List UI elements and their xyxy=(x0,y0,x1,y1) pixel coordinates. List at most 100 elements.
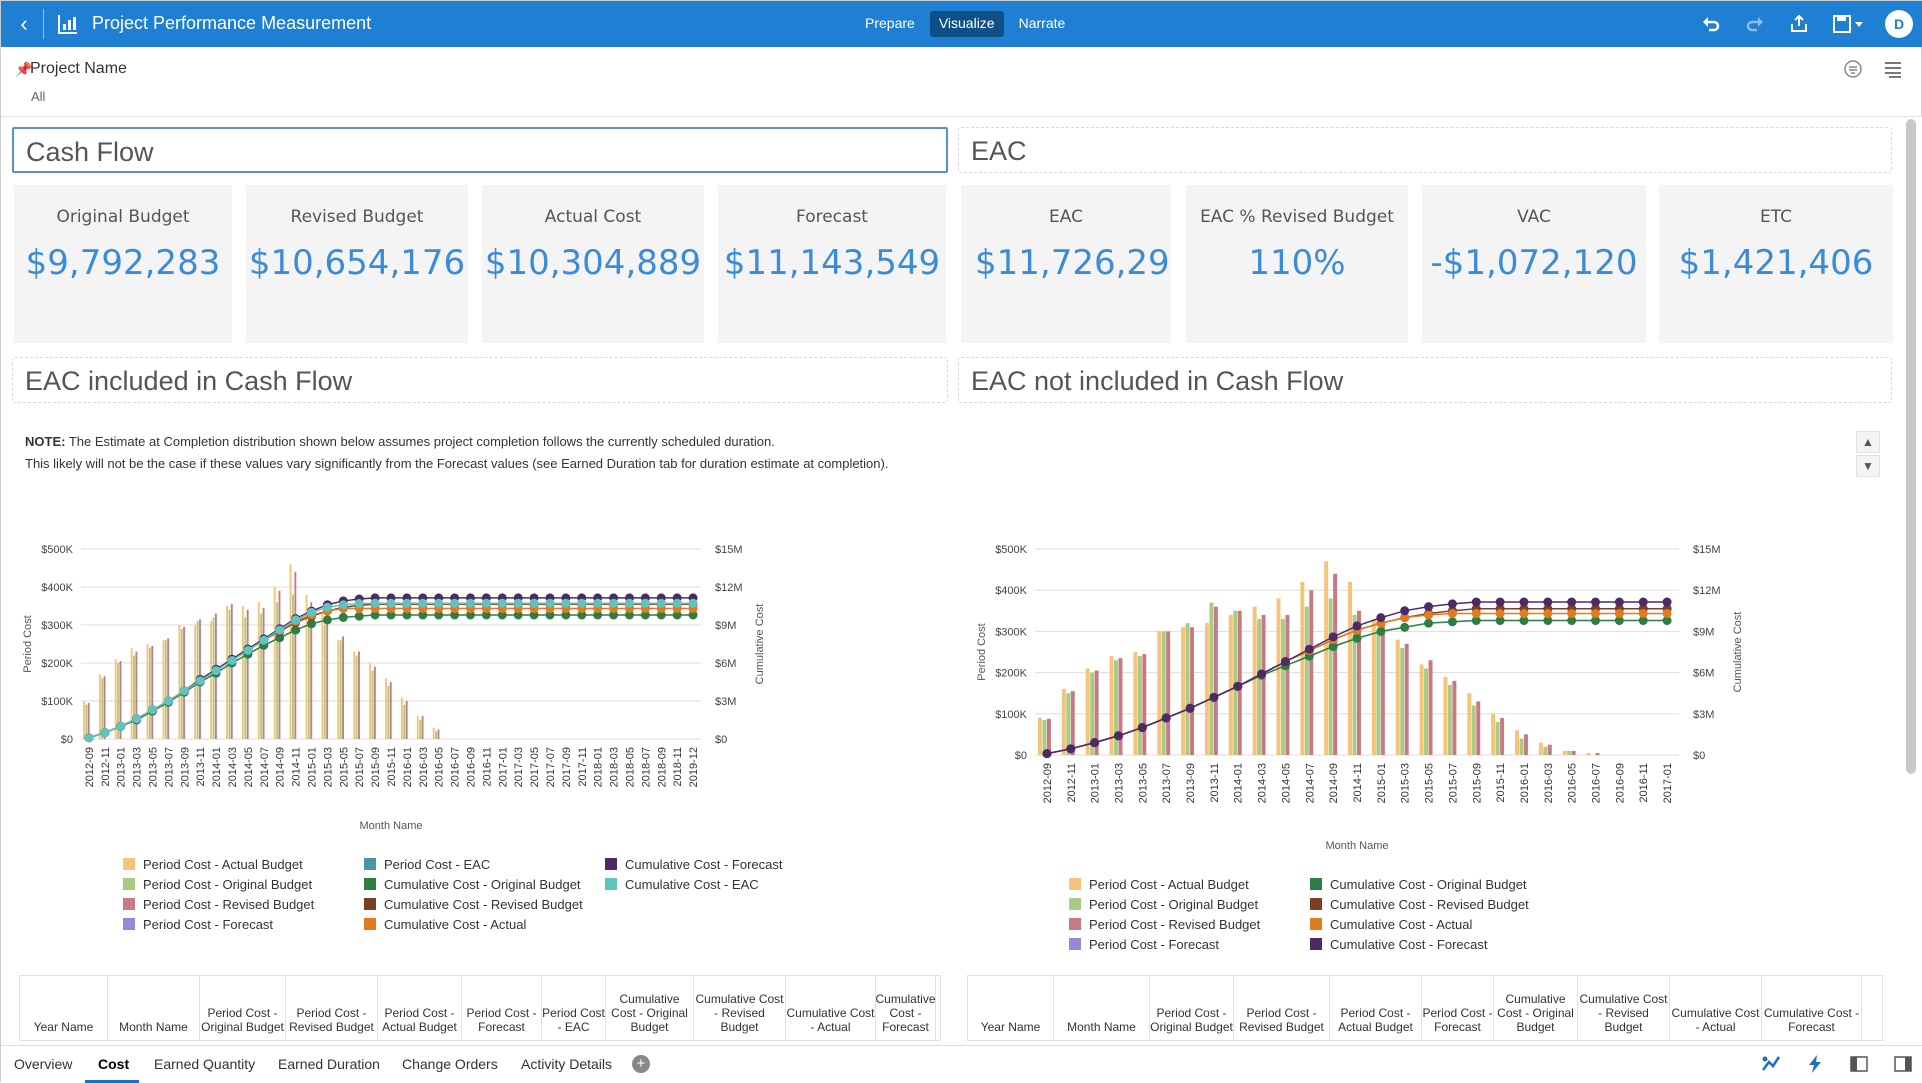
lightning-icon[interactable] xyxy=(1805,1054,1825,1074)
scroll-down-icon[interactable]: ▼ xyxy=(1856,455,1880,477)
tab-earned-duration[interactable]: Earned Duration xyxy=(278,1056,380,1072)
series-point xyxy=(577,610,587,620)
legend-item[interactable]: Cumulative Cost - Original Budget xyxy=(1310,877,1527,892)
table-header[interactable]: Cumulative Cost - Original Budget xyxy=(1494,976,1578,1040)
table-header[interactable]: Cumulative Cost - Revised Budget xyxy=(1578,976,1670,1040)
legend-item[interactable]: Cumulative Cost - Original Budget xyxy=(364,877,581,892)
table-header[interactable]: Period Cost - Forecast xyxy=(462,976,542,1040)
legend-item[interactable]: Cumulative Cost - Forecast xyxy=(1310,937,1488,952)
table-header[interactable]: Cumulative Cost - Revised Budget xyxy=(694,976,786,1040)
legend-item[interactable]: Cumulative Cost - Revised Budget xyxy=(364,897,583,912)
table-header[interactable]: Year Name xyxy=(968,976,1054,1040)
save-icon[interactable] xyxy=(1829,10,1869,38)
bar xyxy=(260,613,263,739)
table-header[interactable]: Period Cost - EAC xyxy=(542,976,606,1040)
filter-label[interactable]: Project Name xyxy=(30,60,127,77)
legend-item[interactable]: Cumulative Cost - Revised Budget xyxy=(1310,897,1529,912)
legend-item[interactable]: Period Cost - Original Budget xyxy=(123,877,312,892)
kpi-label: Actual Cost xyxy=(544,207,642,227)
legend-item[interactable]: Period Cost - Forecast xyxy=(123,917,273,932)
filter-value[interactable]: All xyxy=(31,89,46,104)
x-tick-label: 2019-12 xyxy=(688,747,700,787)
chart-eac-not-included[interactable]: $0 $0 $100K $3M $200K $6M $300K $9M $400K $12M $50… xyxy=(959,507,1889,857)
table-header[interactable]: Period Cost - Original Budget xyxy=(200,976,286,1040)
x-tick-label: 2014-03 xyxy=(227,747,239,787)
bar xyxy=(85,704,88,739)
legend-item[interactable]: Period Cost - Forecast xyxy=(1069,937,1219,952)
legend-swatch xyxy=(364,898,376,910)
y-tick-label: $300K xyxy=(995,626,1027,638)
bar xyxy=(244,617,247,739)
series-point xyxy=(402,610,412,620)
legend-item[interactable]: Period Cost - Actual Budget xyxy=(1069,877,1249,892)
legend-item[interactable]: Period Cost - Actual Budget xyxy=(123,857,303,872)
bar xyxy=(241,606,244,739)
table-header[interactable]: Month Name xyxy=(1054,976,1150,1040)
kpi-eac[interactable]: EAC $11,726,296 xyxy=(961,185,1171,343)
panel-right-icon[interactable] xyxy=(1893,1054,1913,1074)
legend-item[interactable]: Period Cost - Original Budget xyxy=(1069,897,1258,912)
kpi-original-budget[interactable]: Original Budget $9,792,283 xyxy=(14,185,232,343)
bar xyxy=(1352,614,1357,755)
bar xyxy=(292,594,294,739)
tab-cost[interactable]: Cost xyxy=(98,1056,130,1072)
chart-type-icon[interactable] xyxy=(1761,1054,1781,1074)
redo-icon[interactable] xyxy=(1741,10,1769,38)
add-tab-icon[interactable]: + xyxy=(632,1055,650,1073)
eac-title-box[interactable]: EAC xyxy=(958,127,1892,173)
pin-icon[interactable]: 📌 xyxy=(15,61,33,77)
legend-item[interactable]: Period Cost - Revised Budget xyxy=(1069,917,1260,932)
series-point xyxy=(672,610,682,620)
table-header[interactable]: Period Cost - Revised Budget xyxy=(286,976,378,1040)
legend-item[interactable]: Period Cost - Revised Budget xyxy=(123,897,314,912)
legend-item[interactable]: Cumulative Cost - Forecast xyxy=(605,857,783,872)
table-header[interactable]: Period Cost - Revised Budget xyxy=(1234,976,1330,1040)
kpi-eac-percent[interactable]: EAC % Revised Budget 110% xyxy=(1186,185,1408,343)
eac-not-included-title-box[interactable]: EAC not included in Cash Flow xyxy=(958,357,1892,403)
mode-narrate[interactable]: Narrate xyxy=(1018,15,1066,31)
eac-included-title-box[interactable]: EAC included in Cash Flow xyxy=(12,357,948,403)
legend-label: Period Cost - Actual Budget xyxy=(143,857,303,872)
mode-prepare[interactable]: Prepare xyxy=(865,15,915,31)
series-point xyxy=(1161,713,1171,723)
filter-settings-icon[interactable] xyxy=(1843,59,1863,79)
legend-item[interactable]: Cumulative Cost - EAC xyxy=(605,877,759,892)
bar xyxy=(1085,668,1090,755)
user-avatar[interactable]: D xyxy=(1885,10,1913,38)
scroll-up-icon[interactable]: ▲ xyxy=(1856,431,1880,453)
kpi-etc[interactable]: ETC $1,421,406 xyxy=(1659,185,1893,343)
cash-flow-title-box[interactable]: Cash Flow xyxy=(12,127,948,173)
kpi-vac[interactable]: VAC -$1,072,120 xyxy=(1422,185,1646,343)
panel-left-icon[interactable] xyxy=(1849,1054,1869,1074)
table-header[interactable]: Month Name xyxy=(108,976,200,1040)
table-header[interactable]: Cumulative Cost - Forecast xyxy=(875,976,936,1040)
menu-icon[interactable] xyxy=(1883,59,1903,79)
table-header[interactable]: Cumulative Cost - Forecast xyxy=(1762,976,1862,1040)
table-header[interactable]: Year Name xyxy=(20,976,108,1040)
kpi-revised-budget[interactable]: Revised Budget $10,654,176 xyxy=(246,185,468,343)
export-icon[interactable] xyxy=(1785,10,1813,38)
table-header[interactable]: Period Cost - Forecast xyxy=(1422,976,1494,1040)
legend-item[interactable]: Cumulative Cost - Actual xyxy=(1310,917,1472,932)
mode-visualize[interactable]: Visualize xyxy=(929,11,1004,37)
table-header[interactable]: Period Cost - Actual Budget xyxy=(378,976,462,1040)
tab-activity-details[interactable]: Activity Details xyxy=(521,1056,613,1072)
tab-change-orders[interactable]: Change Orders xyxy=(402,1056,498,1072)
kpi-actual-cost[interactable]: Actual Cost $10,304,889 xyxy=(482,185,704,343)
legend-item[interactable]: Cumulative Cost - Actual xyxy=(364,917,526,932)
table-header[interactable]: Period Cost - Actual Budget xyxy=(1330,976,1422,1040)
table-header[interactable]: Period Cost - Original Budget xyxy=(1150,976,1234,1040)
tab-earned-quantity[interactable]: Earned Quantity xyxy=(154,1056,256,1072)
table-header[interactable]: Cumulative Cost - Actual xyxy=(786,976,876,1040)
chart-eac-included[interactable]: $0 $0 $100K $3M $200K $6M $300K $9M $400K $12M $50… xyxy=(11,507,941,837)
x-tick-label: 2017-09 xyxy=(561,747,573,787)
vertical-scrollbar[interactable] xyxy=(1906,119,1916,774)
kpi-forecast[interactable]: Forecast $11,143,549 xyxy=(718,185,946,343)
x-tick-label: 2014-09 xyxy=(275,747,287,787)
table-header[interactable]: Cumulative Cost - Original Budget xyxy=(606,976,694,1040)
back-icon[interactable]: ‹ xyxy=(20,11,28,36)
tab-overview[interactable]: Overview xyxy=(14,1056,73,1072)
table-header[interactable]: Cumulative Cost - Actual xyxy=(1670,976,1762,1040)
legend-item[interactable]: Period Cost - EAC xyxy=(364,857,490,872)
undo-icon[interactable] xyxy=(1697,10,1725,38)
